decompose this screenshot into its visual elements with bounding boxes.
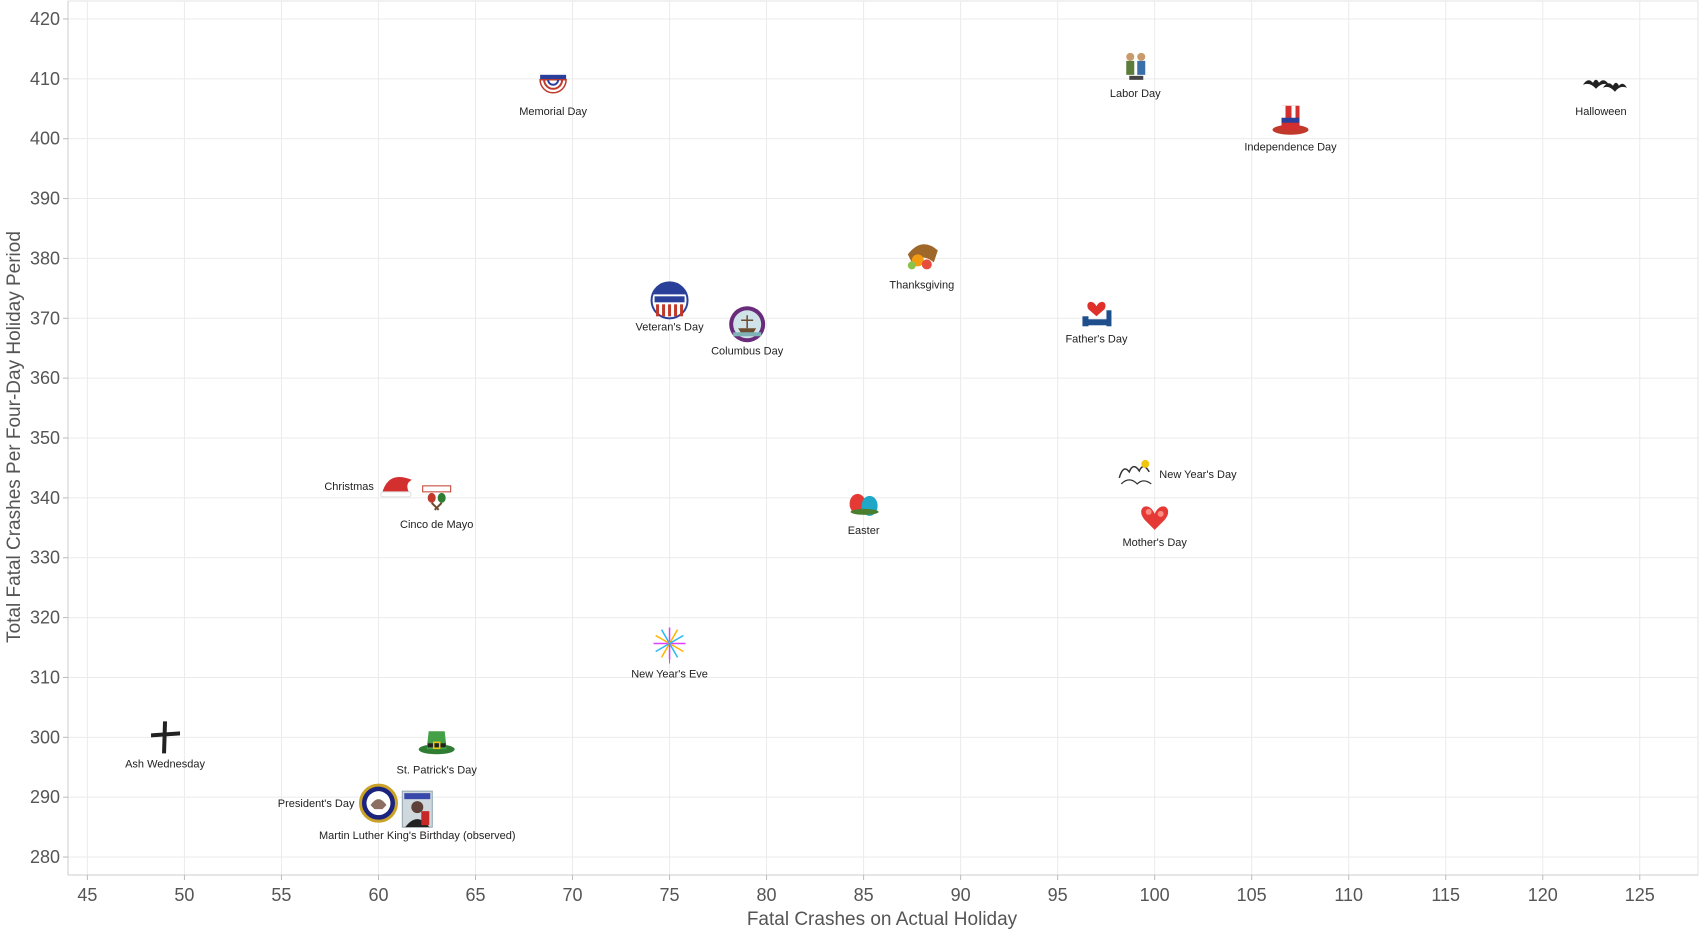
- happy-new-year-icon: [1118, 459, 1152, 485]
- x-tick-label: 95: [1048, 885, 1068, 905]
- x-tick-label: 115: [1431, 885, 1460, 905]
- easter-eggs-icon: [849, 493, 879, 516]
- x-tick-label: 85: [854, 885, 874, 905]
- y-tick-label: 330: [30, 548, 60, 568]
- x-tick-label: 80: [757, 885, 777, 905]
- data-point: Labor Day: [1110, 52, 1161, 100]
- data-point: Veteran's Day: [635, 281, 704, 333]
- y-tick-label: 340: [30, 488, 60, 508]
- data-point: Thanksgiving: [889, 244, 954, 291]
- leprechaun-hat-icon: [418, 731, 455, 755]
- x-tick-label: 45: [77, 885, 97, 905]
- point-label: Thanksgiving: [889, 279, 954, 291]
- x-axis-ticks: 45 50 55 60 65 70 75 80 85 90 95 100 105 110 115 120 125: [77, 875, 1655, 905]
- data-point: Mother's Day: [1122, 506, 1187, 549]
- presidential-seal-icon: [358, 783, 398, 823]
- y-tick-label: 380: [30, 248, 60, 268]
- data-point: New Year's Eve: [631, 627, 708, 681]
- maracas-icon: [422, 485, 452, 511]
- point-label: Christmas: [324, 481, 374, 493]
- workers-icon: [1126, 52, 1146, 80]
- data-point: Father's Day: [1065, 301, 1128, 345]
- point-label: Martin Luther King's Birthday (observed): [319, 830, 516, 842]
- data-point: Ash Wednesday: [125, 721, 205, 770]
- point-label: New Year's Day: [1159, 469, 1237, 481]
- veterans-badge-icon: [650, 281, 689, 320]
- bunting-icon: [539, 74, 567, 94]
- point-label: Veteran's Day: [635, 321, 704, 333]
- y-tick-label: 370: [30, 308, 60, 328]
- point-label: Independence Day: [1244, 142, 1337, 154]
- fireworks-icon: [653, 627, 686, 664]
- data-point: Easter: [848, 493, 880, 537]
- mlk-portrait-icon: [401, 790, 433, 828]
- x-tick-label: 60: [368, 885, 388, 905]
- y-tick-label: 360: [30, 368, 60, 388]
- x-tick-label: 90: [951, 885, 971, 905]
- y-tick-label: 310: [30, 667, 60, 687]
- cornucopia-icon: [907, 244, 938, 270]
- x-axis-title: Fatal Crashes on Actual Holiday: [747, 909, 1018, 930]
- y-tick-label: 400: [30, 129, 60, 149]
- y-tick-label: 280: [30, 847, 60, 867]
- y-tick-label: 320: [30, 608, 60, 628]
- x-tick-label: 110: [1334, 885, 1363, 905]
- heart-bouquet-icon: [1141, 506, 1169, 530]
- x-tick-label: 100: [1140, 885, 1170, 905]
- point-label: Easter: [848, 525, 880, 537]
- data-point: Memorial Day: [519, 74, 588, 118]
- x-tick-label: 125: [1625, 885, 1655, 905]
- y-axis-title: Total Fatal Crashes Per Four-Day Holiday…: [4, 231, 25, 643]
- y-tick-label: 410: [30, 69, 60, 89]
- data-points: Memorial Day Labor Day Independence Day Hal…: [125, 52, 1627, 842]
- point-label: Halloween: [1575, 106, 1626, 118]
- point-label: Labor Day: [1110, 88, 1161, 100]
- point-label: Ash Wednesday: [125, 758, 205, 770]
- y-tick-label: 290: [30, 787, 60, 807]
- point-label: Cinco de Mayo: [400, 519, 473, 531]
- data-point: Columbus Day: [711, 306, 784, 357]
- bats-icon: [1582, 79, 1627, 92]
- point-label: Mother's Day: [1122, 537, 1187, 549]
- heart-chair-icon: [1082, 301, 1112, 327]
- x-tick-label: 105: [1237, 885, 1267, 905]
- data-point: St. Patrick's Day: [397, 731, 478, 776]
- cross-icon: [151, 721, 181, 754]
- point-label: President's Day: [278, 798, 355, 810]
- data-point: Christmas: [324, 476, 412, 498]
- y-tick-label: 300: [30, 727, 60, 747]
- y-tick-label: 350: [30, 428, 60, 448]
- point-label: Father's Day: [1065, 333, 1128, 345]
- x-tick-label: 65: [465, 885, 485, 905]
- data-point: Martin Luther King's Birthday (observed): [319, 790, 516, 842]
- x-tick-label: 75: [660, 885, 680, 905]
- point-label: Columbus Day: [711, 345, 784, 357]
- y-tick-label: 420: [30, 9, 60, 29]
- uncle-sam-hat-icon: [1272, 105, 1309, 135]
- x-tick-label: 120: [1528, 885, 1558, 905]
- ship-medallion-icon: [729, 306, 766, 343]
- y-gridlines: [68, 18, 1698, 858]
- x-tick-label: 55: [271, 885, 291, 905]
- point-label: Memorial Day: [519, 106, 587, 118]
- x-tick-label: 50: [174, 885, 194, 905]
- y-tick-label: 390: [30, 189, 60, 209]
- data-point: Halloween: [1575, 79, 1627, 118]
- y-axis-ticks: 280 290 300 310 320 330 340 350 360 370 380 390 400 4…: [30, 9, 68, 867]
- santa-hat-icon: [380, 476, 412, 498]
- data-point: President's Day: [278, 783, 398, 823]
- point-label: St. Patrick's Day: [397, 764, 478, 776]
- x-tick-label: 70: [563, 885, 583, 905]
- data-point: Cinco de Mayo: [400, 485, 473, 531]
- data-point: New Year's Day: [1118, 459, 1237, 485]
- data-point: Independence Day: [1244, 105, 1337, 154]
- point-label: New Year's Eve: [631, 669, 708, 681]
